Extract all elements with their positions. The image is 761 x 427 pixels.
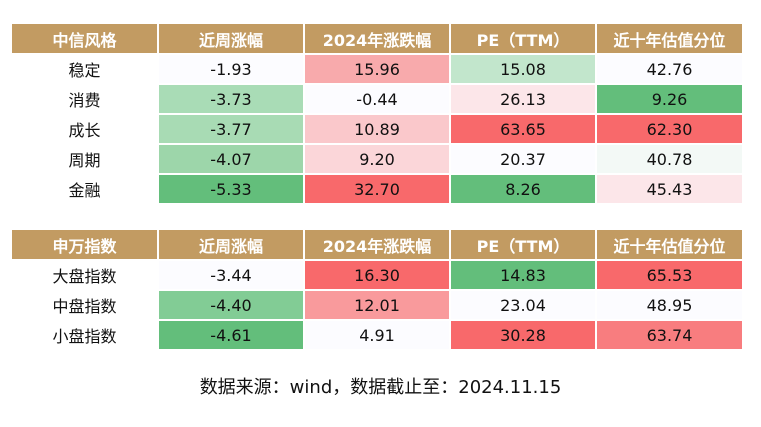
index-valuation-table: 申万指数 近周涨幅 2024年涨跌幅 PE（TTM） 近十年估值分位 大盘指数 …	[12, 230, 742, 349]
valuation-percentile-cell: 65.53	[596, 259, 742, 290]
pe-ttm-cell: 26.13	[450, 83, 597, 114]
pe-ttm-cell: 8.26	[450, 173, 597, 203]
header-weekly-change: 近周涨幅	[158, 24, 305, 54]
header-row: 申万指数 近周涨幅 2024年涨跌幅 PE（TTM） 近十年估值分位	[12, 230, 742, 260]
valuation-percentile-cell: 9.26	[596, 83, 742, 114]
pe-ttm-cell: 14.83	[450, 259, 597, 290]
weekly-change-cell: -3.44	[158, 259, 305, 290]
row-name: 成长	[12, 113, 159, 144]
table-row: 小盘指数 -4.61 4.91 30.28 63.74	[12, 319, 742, 349]
row-name: 金融	[12, 173, 159, 203]
header-ytd-change: 2024年涨跌幅	[304, 230, 451, 260]
table-row: 消费 -3.73 -0.44 26.13 9.26	[12, 83, 742, 114]
ytd-change-cell: 12.01	[304, 289, 451, 320]
row-name: 大盘指数	[12, 259, 159, 290]
weekly-change-cell: -3.73	[158, 83, 305, 114]
header-row: 中信风格 近周涨幅 2024年涨跌幅 PE（TTM） 近十年估值分位	[12, 24, 742, 54]
pe-ttm-cell: 23.04	[450, 289, 597, 320]
weekly-change-cell: -1.93	[158, 53, 305, 84]
valuation-percentile-cell: 63.74	[596, 319, 742, 349]
pe-ttm-cell: 15.08	[450, 53, 597, 84]
table-row: 大盘指数 -3.44 16.30 14.83 65.53	[12, 259, 742, 290]
row-name: 周期	[12, 143, 159, 174]
ytd-change-cell: 4.91	[304, 319, 451, 349]
header-pe-ttm: PE（TTM）	[450, 230, 597, 260]
valuation-percentile-cell: 62.30	[596, 113, 742, 144]
ytd-change-cell: -0.44	[304, 83, 451, 114]
table-row: 中盘指数 -4.40 12.01 23.04 48.95	[12, 289, 742, 320]
weekly-change-cell: -4.61	[158, 319, 305, 349]
weekly-change-cell: -4.07	[158, 143, 305, 174]
header-ytd-change: 2024年涨跌幅	[304, 24, 451, 54]
ytd-change-cell: 15.96	[304, 53, 451, 84]
row-name: 小盘指数	[12, 319, 159, 349]
table-row: 周期 -4.07 9.20 20.37 40.78	[12, 143, 742, 174]
weekly-change-cell: -4.40	[158, 289, 305, 320]
style-valuation-table: 中信风格 近周涨幅 2024年涨跌幅 PE（TTM） 近十年估值分位 稳定 -1…	[12, 24, 742, 203]
pe-ttm-cell: 63.65	[450, 113, 597, 144]
header-category: 中信风格	[12, 24, 159, 54]
valuation-percentile-cell: 45.43	[596, 173, 742, 203]
table-row: 金融 -5.33 32.70 8.26 45.43	[12, 173, 742, 203]
header-category: 申万指数	[12, 230, 159, 260]
ytd-change-cell: 16.30	[304, 259, 451, 290]
valuation-percentile-cell: 42.76	[596, 53, 742, 84]
row-name: 消费	[12, 83, 159, 114]
valuation-percentile-cell: 40.78	[596, 143, 742, 174]
ytd-change-cell: 9.20	[304, 143, 451, 174]
table-row: 成长 -3.77 10.89 63.65 62.30	[12, 113, 742, 144]
valuation-percentile-cell: 48.95	[596, 289, 742, 320]
row-name: 中盘指数	[12, 289, 159, 320]
table-row: 稳定 -1.93 15.96 15.08 42.76	[12, 53, 742, 84]
pe-ttm-cell: 30.28	[450, 319, 597, 349]
ytd-change-cell: 32.70	[304, 173, 451, 203]
header-pe-ttm: PE（TTM）	[450, 24, 597, 54]
weekly-change-cell: -3.77	[158, 113, 305, 144]
data-source-note: 数据来源：wind，数据截止至：2024.11.15	[199, 377, 562, 398]
weekly-change-cell: -5.33	[158, 173, 305, 203]
ytd-change-cell: 10.89	[304, 113, 451, 144]
header-valuation-percentile: 近十年估值分位	[596, 24, 742, 54]
header-weekly-change: 近周涨幅	[158, 230, 305, 260]
pe-ttm-cell: 20.37	[450, 143, 597, 174]
header-valuation-percentile: 近十年估值分位	[596, 230, 742, 260]
row-name: 稳定	[12, 53, 159, 84]
